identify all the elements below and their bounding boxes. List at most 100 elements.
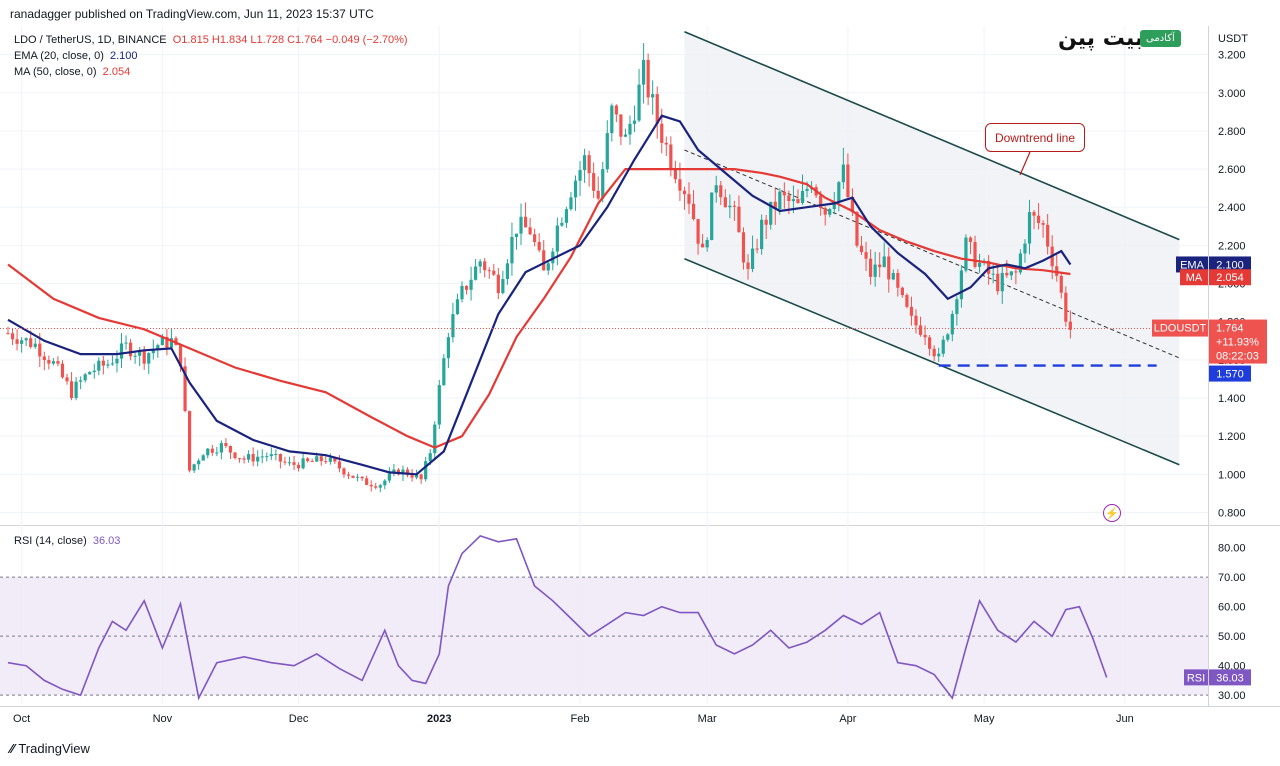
candle (632, 105, 637, 132)
candle (941, 335, 945, 357)
candle (97, 357, 101, 376)
candle-body (968, 237, 973, 242)
candle (455, 293, 460, 316)
candle-body (882, 256, 886, 268)
candle (828, 207, 832, 218)
rsi-tick-label: 30.00 (1218, 690, 1246, 702)
candle-body (265, 456, 269, 458)
candle (156, 343, 160, 358)
candle-body (138, 349, 142, 356)
candle (210, 445, 214, 456)
candle (891, 269, 895, 281)
candle (537, 233, 541, 253)
candle-body (878, 264, 882, 268)
candle (251, 447, 255, 467)
candle-body (433, 424, 437, 454)
candle-body (60, 363, 65, 378)
candle-body (1000, 272, 1004, 292)
symbol-legend[interactable]: LDO / TetherUS, 1D, BINANCE O1.815 H1.83… (14, 34, 408, 46)
candle-body (746, 262, 750, 269)
candle (83, 372, 87, 383)
candle-body (224, 443, 228, 447)
candle-body (769, 201, 773, 225)
rsi-legend-label: RSI (14, close) (14, 535, 87, 547)
candle-body (451, 314, 455, 338)
candle-body (33, 343, 37, 347)
candle-body (1036, 215, 1041, 224)
candle (56, 356, 60, 367)
price-tick-label: 3.000 (1218, 88, 1246, 100)
candle (628, 115, 632, 145)
candle-body (160, 336, 164, 346)
candle-body (47, 360, 51, 364)
candle-body (642, 59, 646, 85)
candle-body (869, 258, 873, 277)
rsi-legend[interactable]: RSI (14, close) 36.03 (14, 535, 120, 547)
ma-legend[interactable]: MA (50, close, 0) 2.054 (14, 66, 130, 78)
candle-body (355, 476, 360, 478)
candle-body (1041, 223, 1045, 225)
candle-body (464, 285, 469, 290)
candle (642, 42, 646, 104)
candle (301, 453, 305, 470)
candle (646, 53, 650, 106)
candle (419, 473, 423, 484)
candle-body (546, 263, 550, 271)
candle (324, 455, 328, 464)
candle (741, 227, 746, 270)
candle (914, 309, 918, 334)
candle-body (937, 353, 941, 357)
candle-body (383, 480, 387, 486)
candle-body (24, 338, 28, 341)
downtrend-annotation[interactable]: Downtrend line (985, 123, 1085, 152)
lightning-icon[interactable]: ⚡ (1103, 504, 1121, 522)
candle (88, 371, 92, 375)
candle (655, 86, 659, 139)
brand-name: بیت پین (1058, 26, 1144, 51)
candle-body (401, 469, 405, 475)
candle-body (319, 456, 323, 462)
ema-legend[interactable]: EMA (20, close, 0) 2.100 (14, 50, 138, 62)
candle-body (773, 201, 777, 210)
rsi-badge-value: 36.03 (1216, 672, 1244, 684)
candle-body (74, 381, 78, 399)
candle-body (691, 203, 696, 220)
candle (269, 447, 273, 461)
candle-body (819, 195, 823, 208)
footer-brand[interactable]: ⁄⁄ TradingView (10, 741, 90, 756)
candle-body (378, 485, 382, 488)
price-tick-label: 2.600 (1218, 164, 1246, 176)
candle-body (487, 270, 491, 272)
candle-body (959, 270, 963, 300)
candle (1064, 286, 1068, 327)
candle-body (455, 299, 460, 315)
candle-body (564, 209, 569, 223)
candle (237, 457, 242, 463)
candle-body (442, 358, 446, 386)
candle (746, 254, 750, 280)
candle-body (909, 306, 914, 316)
candle-body (20, 340, 24, 344)
price-tick-label: 2.200 (1218, 240, 1246, 252)
candle (918, 316, 923, 337)
candle-body (242, 458, 246, 460)
candle (215, 446, 219, 457)
candle-body (369, 484, 373, 487)
candle-body (287, 462, 292, 464)
candle-body (474, 266, 478, 280)
candle-body (705, 239, 709, 248)
currency-label: USDT (1218, 33, 1248, 45)
axes: 0.8001.0001.2001.4001.6001.8002.0002.200… (13, 33, 1267, 725)
candle-body (446, 337, 450, 359)
candle-body (928, 337, 932, 349)
candle-body (1068, 321, 1072, 330)
candle-body (905, 295, 909, 307)
candle (292, 455, 296, 470)
rsi-pane (0, 534, 1208, 701)
candle (528, 217, 532, 236)
candle (442, 354, 446, 386)
candle-body (83, 374, 87, 381)
candle (296, 462, 301, 472)
candle-body (178, 345, 183, 367)
